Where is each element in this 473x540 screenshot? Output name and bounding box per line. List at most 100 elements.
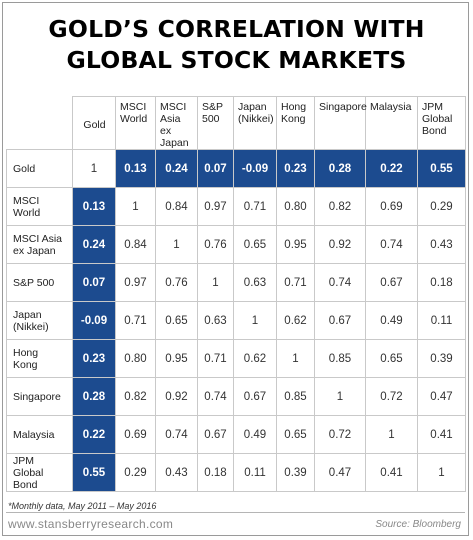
- gold-correlation-cell: 0.23: [276, 149, 315, 188]
- label-line: Kong: [281, 113, 306, 125]
- label-line: (Nikkei): [13, 320, 49, 333]
- label-line: MSCI: [160, 101, 187, 113]
- gold-correlation-cell: 0.28: [72, 377, 116, 416]
- correlation-cell: 0.47: [314, 453, 366, 492]
- correlation-cell: 0.29: [417, 187, 466, 226]
- label-line: MSCI: [120, 101, 147, 113]
- table-row: MSCI World 0.13 1 0.84 0.97 0.71 0.80 0.82 0.69 0.…: [6, 187, 466, 226]
- label-line: Hong: [13, 346, 39, 359]
- correlation-cell: 0.80: [115, 339, 156, 378]
- label-line: ex Japan: [13, 244, 56, 257]
- row-header: S&P 500: [6, 263, 73, 302]
- row-header: JPM Global Bond: [6, 453, 73, 492]
- correlation-cell: 0.92: [155, 377, 198, 416]
- label-line: Asia ex: [160, 113, 181, 137]
- correlation-cell: 0.95: [276, 225, 315, 264]
- correlation-cell: 0.82: [115, 377, 156, 416]
- correlation-cell: 1: [233, 301, 277, 340]
- label-line: Global: [422, 113, 453, 125]
- correlation-cell: 0.41: [417, 415, 466, 454]
- correlation-cell: 0.65: [155, 301, 198, 340]
- source-note: Source: Bloomberg: [375, 519, 461, 530]
- correlation-cell: 0.47: [417, 377, 466, 416]
- label-line: Bond: [422, 125, 447, 137]
- footnote: *Monthly data, May 2011 – May 2016: [8, 501, 157, 511]
- footer-divider: [6, 512, 465, 513]
- correlation-cell: 0.62: [276, 301, 315, 340]
- row-header: Gold: [6, 149, 73, 188]
- correlation-cell: 0.18: [417, 263, 466, 302]
- correlation-cell: 0.71: [233, 187, 277, 226]
- correlation-table: Gold MSCI World MSCI Asia ex Japan S&P 500 Japan…: [6, 96, 466, 492]
- correlation-cell: 0.85: [314, 339, 366, 378]
- correlation-cell: 0.49: [233, 415, 277, 454]
- correlation-cell: 0.76: [155, 263, 198, 302]
- correlation-cell: 0.84: [155, 187, 198, 226]
- column-header: S&P 500: [197, 96, 234, 150]
- label-line: Singapore: [319, 101, 367, 113]
- correlation-cell: 0.11: [417, 301, 466, 340]
- correlation-cell: 0.63: [197, 301, 234, 340]
- correlation-cell: 1: [72, 149, 116, 188]
- row-header: Hong Kong: [6, 339, 73, 378]
- correlation-cell: 0.74: [314, 263, 366, 302]
- correlation-cell: 0.82: [314, 187, 366, 226]
- label-line: S&P 500: [13, 276, 55, 289]
- label-line: Japan: [13, 308, 42, 321]
- correlation-cell: 0.69: [365, 187, 418, 226]
- column-header: Singapore: [314, 96, 367, 150]
- row-header: MSCI World: [6, 187, 73, 226]
- gold-correlation-cell: 0.24: [155, 149, 198, 188]
- row-header: Malaysia: [6, 415, 73, 454]
- title-line-2: GLOBAL STOCK MARKETS: [66, 46, 407, 74]
- label-line: Kong: [13, 358, 38, 371]
- correlation-cell: 1: [417, 453, 466, 492]
- chart-title: GOLD’S CORRELATION WITH GLOBAL STOCK MAR…: [0, 14, 473, 76]
- gold-correlation-cell: 0.55: [417, 149, 466, 188]
- correlation-cell: 0.67: [314, 301, 366, 340]
- correlation-cell: 0.29: [115, 453, 156, 492]
- table-row: Singapore 0.28 0.82 0.92 0.74 0.67 0.85 1 0.72 0.…: [6, 377, 466, 416]
- correlation-cell: 1: [115, 187, 156, 226]
- correlation-cell: 0.74: [155, 415, 198, 454]
- correlation-cell: 0.74: [197, 377, 234, 416]
- row-header: Japan (Nikkei): [6, 301, 73, 340]
- correlation-cell: 0.43: [155, 453, 198, 492]
- chart-frame: [2, 2, 469, 536]
- correlation-cell: 0.71: [115, 301, 156, 340]
- gold-correlation-cell: 0.13: [115, 149, 156, 188]
- table-row: S&P 500 0.07 0.97 0.76 1 0.63 0.71 0.74 0.67 0.18: [6, 263, 466, 302]
- correlation-cell: 0.63: [233, 263, 277, 302]
- label-line: Malaysia: [370, 101, 412, 113]
- label-line: Gold: [83, 119, 106, 131]
- correlation-cell: 1: [276, 339, 315, 378]
- title-line-1: GOLD’S CORRELATION WITH: [48, 15, 425, 43]
- correlation-cell: 0.67: [233, 377, 277, 416]
- gold-correlation-cell: 0.28: [314, 149, 366, 188]
- corner-cell: [6, 96, 73, 150]
- column-header: Gold: [72, 96, 116, 150]
- correlation-cell: 0.80: [276, 187, 315, 226]
- gold-correlation-cell: 0.22: [365, 149, 418, 188]
- table-row: Hong Kong 0.23 0.80 0.95 0.71 0.62 1 0.85 0.65 0.3…: [6, 339, 466, 378]
- correlation-cell: 0.76: [197, 225, 234, 264]
- gold-correlation-cell: 0.23: [72, 339, 116, 378]
- gold-correlation-cell: 0.13: [72, 187, 116, 226]
- correlation-cell: 0.85: [276, 377, 315, 416]
- correlation-cell: 0.95: [155, 339, 198, 378]
- label-line: Singapore: [13, 390, 61, 403]
- label-line: Japan: [238, 101, 267, 113]
- correlation-cell: 0.84: [115, 225, 156, 264]
- label-line: Japan: [160, 137, 189, 149]
- correlation-cell: 0.74: [365, 225, 418, 264]
- correlation-cell: 1: [314, 377, 366, 416]
- correlation-cell: 0.67: [197, 415, 234, 454]
- correlation-cell: 0.97: [197, 187, 234, 226]
- gold-correlation-cell: 0.07: [72, 263, 116, 302]
- correlation-cell: 0.43: [417, 225, 466, 264]
- website-url[interactable]: www.stansberryresearch.com: [8, 517, 174, 531]
- label-line: 500: [202, 113, 220, 125]
- row-header: MSCI Asia ex Japan: [6, 225, 73, 264]
- correlation-cell: 0.39: [417, 339, 466, 378]
- gold-correlation-cell: -0.09: [72, 301, 116, 340]
